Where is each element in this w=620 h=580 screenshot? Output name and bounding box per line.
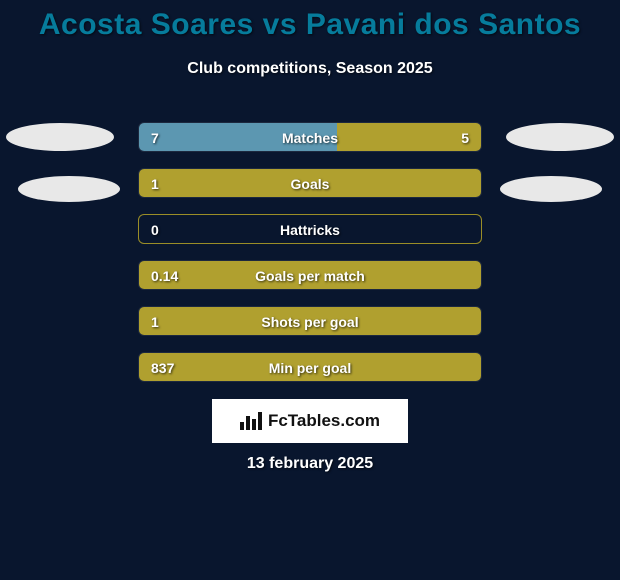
stat-bar-left <box>139 307 481 335</box>
stat-row: 837Min per goal <box>138 352 482 382</box>
stat-value-left: 0 <box>151 215 159 244</box>
stat-value-left: 1 <box>151 307 159 336</box>
page-title: Acosta Soares vs Pavani dos Santos <box>0 0 620 42</box>
stat-row: 0.14Goals per match <box>138 260 482 290</box>
stat-bar-left <box>139 261 481 289</box>
stat-row: 1Shots per goal <box>138 306 482 336</box>
stat-value-left: 0.14 <box>151 261 178 290</box>
stat-bar-left <box>139 169 481 197</box>
stat-row: 0Hattricks <box>138 214 482 244</box>
stats-panel: 75Matches1Goals0Hattricks0.14Goals per m… <box>138 122 482 398</box>
stat-value-left: 1 <box>151 169 159 198</box>
player-left-shadow-1 <box>6 123 114 151</box>
player-left-shadow-2 <box>18 176 120 202</box>
player-right-shadow-1 <box>506 123 614 151</box>
player-right-shadow-2 <box>500 176 602 202</box>
stat-row: 1Goals <box>138 168 482 198</box>
page-subtitle: Club competitions, Season 2025 <box>0 60 620 78</box>
stat-value-right: 5 <box>461 123 469 152</box>
stat-bar-left <box>139 353 481 381</box>
brand-badge: FcTables.com <box>212 399 408 443</box>
brand-text: FcTables.com <box>268 411 380 431</box>
stat-row: 75Matches <box>138 122 482 152</box>
stat-value-left: 837 <box>151 353 174 382</box>
stat-label: Hattricks <box>139 215 481 244</box>
stat-bar-right <box>337 123 481 151</box>
stat-value-left: 7 <box>151 123 159 152</box>
stat-bar-left <box>139 123 337 151</box>
footer-date: 13 february 2025 <box>0 455 620 473</box>
bars-icon <box>240 412 262 430</box>
